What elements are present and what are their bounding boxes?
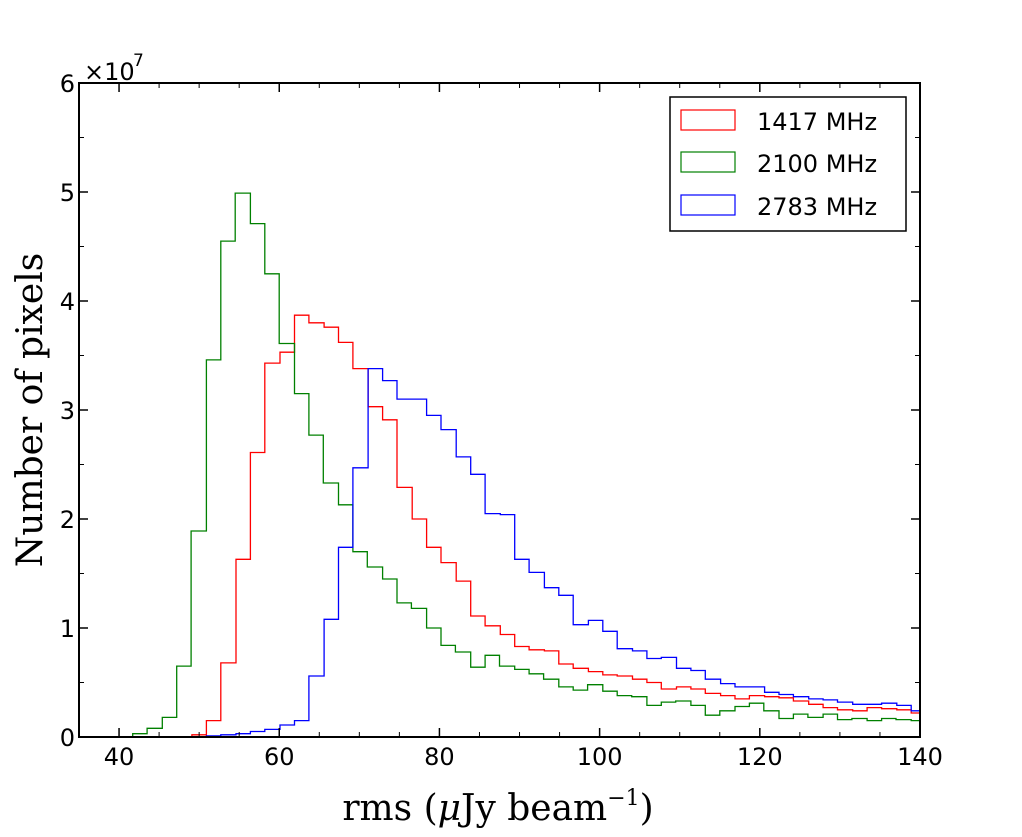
y-multiplier: ×10 7 <box>84 51 144 86</box>
x-axis-title-main: rms ( <box>342 788 437 829</box>
x-axis-title-close: ) <box>640 788 654 829</box>
x-tick-label: 120 <box>737 743 783 771</box>
ticks-layer: 40 60 80 100 120 140 0 1 2 3 4 5 6 <box>60 70 943 771</box>
y-tick-label: 6 <box>60 70 75 98</box>
y-tick-label: 2 <box>60 506 75 534</box>
histogram-step-2783 <box>79 367 920 738</box>
series-layer <box>79 192 920 738</box>
legend-swatch-2100 <box>680 151 736 173</box>
x-tick-label: 40 <box>104 743 135 771</box>
histogram-step-2100 <box>79 192 920 738</box>
y-tick-label: 3 <box>60 397 75 425</box>
x-axis-title-unit: Jy beam <box>457 788 607 829</box>
y-tick-label: 1 <box>60 615 75 643</box>
series-2100 <box>79 192 920 738</box>
series-2783 <box>79 367 920 738</box>
legend-swatch-2783 <box>680 194 736 216</box>
series-1417 <box>79 314 920 738</box>
plot-frame <box>78 82 921 738</box>
x-tick-label: 100 <box>577 743 623 771</box>
legend-swatch-1417 <box>680 109 736 131</box>
y-multiplier-base: ×10 <box>84 58 135 86</box>
histogram-step-1417 <box>79 314 920 738</box>
legend: 1417 MHz 2100 MHz 2783 MHz <box>669 96 907 232</box>
x-tick-label: 60 <box>264 743 295 771</box>
legend-label-1417: 1417 MHz <box>757 108 877 136</box>
x-axis-title-exp: −1 <box>607 786 639 811</box>
x-tick-label: 80 <box>424 743 455 771</box>
x-axis-title: rms (μJy beam−1) <box>342 786 653 829</box>
y-axis-title: Number of pixels <box>10 253 51 567</box>
y-tick-label: 4 <box>60 288 75 316</box>
legend-box <box>669 96 907 232</box>
legend-label-2783: 2783 MHz <box>757 193 877 221</box>
y-multiplier-exponent: 7 <box>133 51 144 71</box>
legend-label-2100: 2100 MHz <box>757 150 877 178</box>
y-tick-label: 5 <box>60 179 75 207</box>
x-axis-title-mu: μ <box>438 788 461 829</box>
y-tick-label: 0 <box>60 724 75 752</box>
x-tick-label: 140 <box>897 743 943 771</box>
